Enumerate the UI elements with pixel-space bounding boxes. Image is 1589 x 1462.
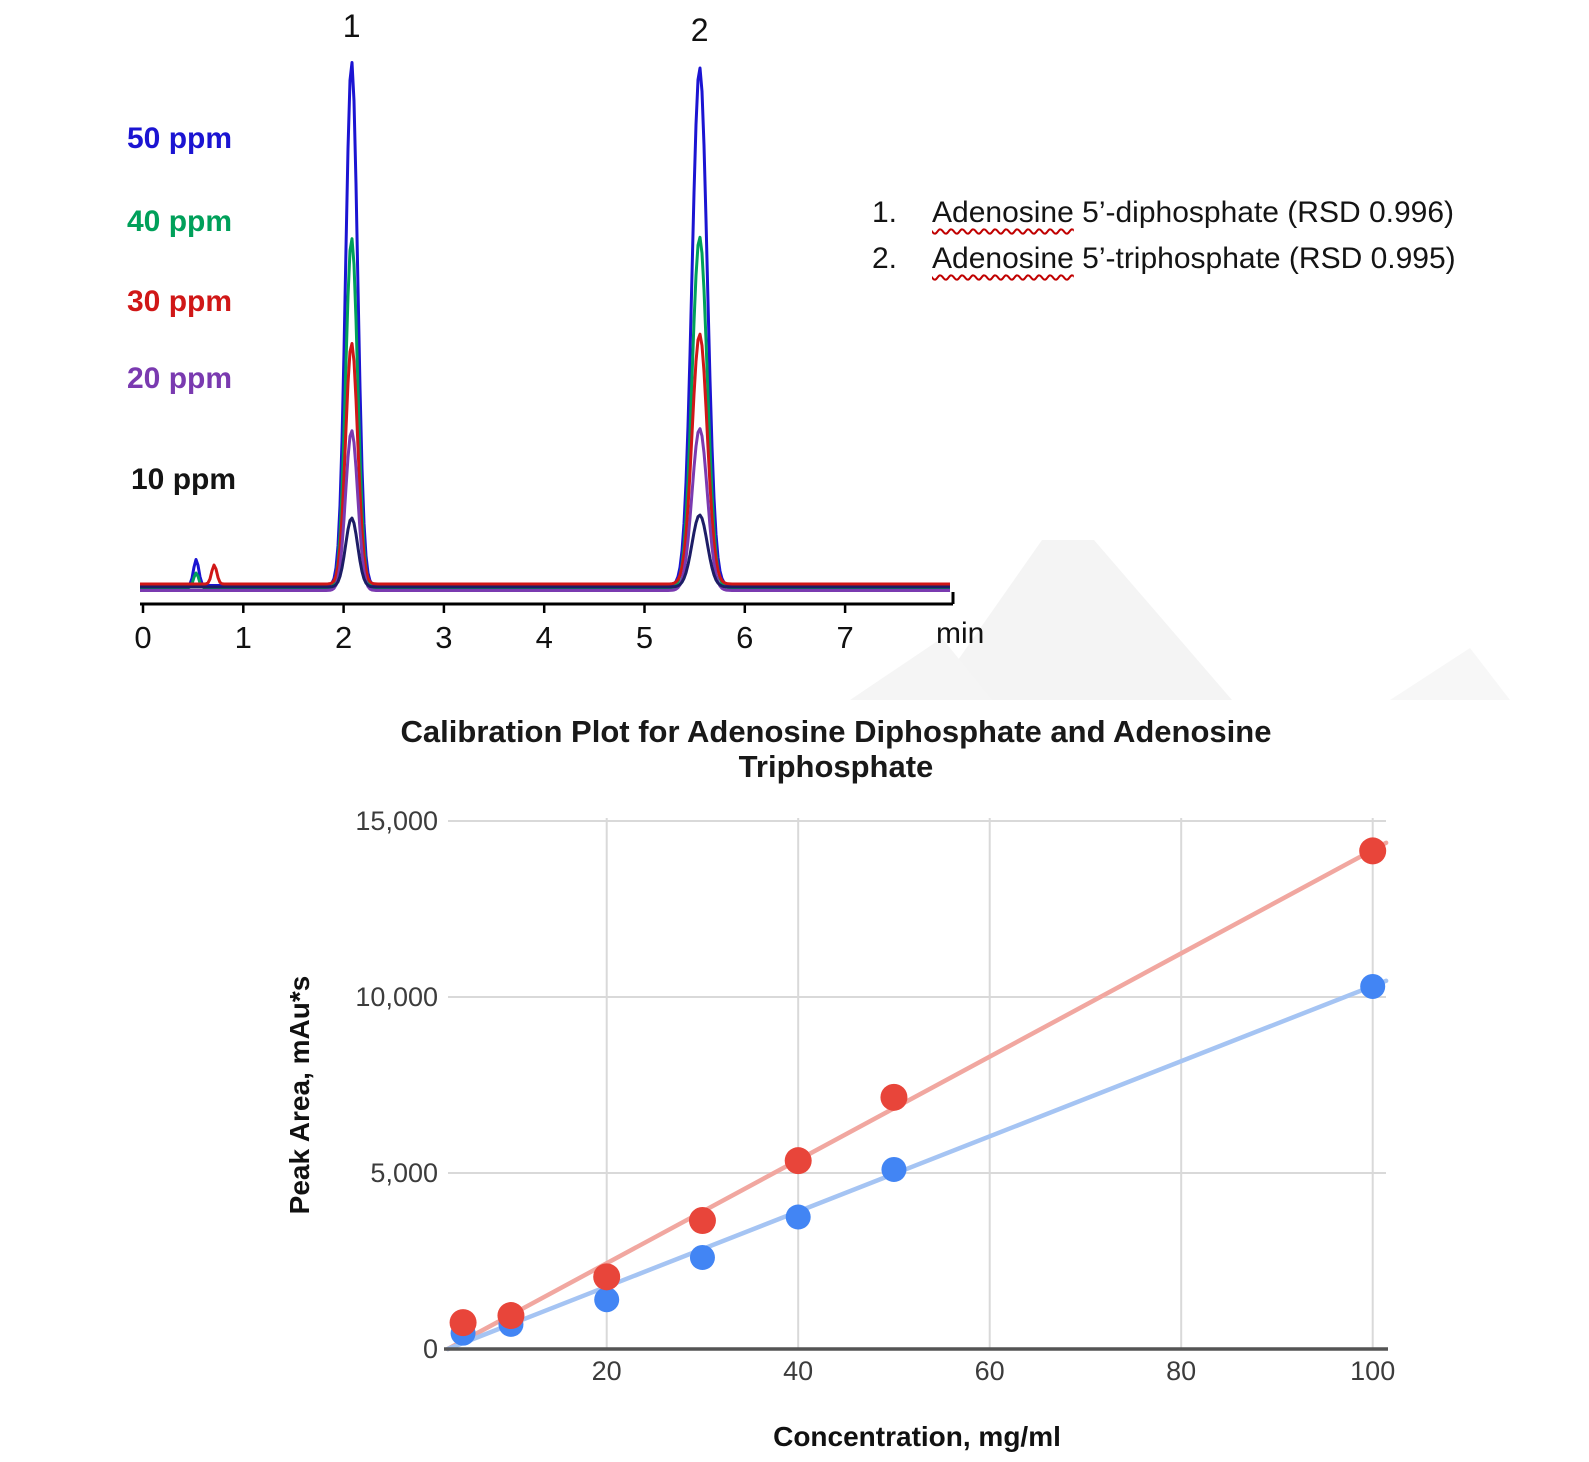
calibration-plot bbox=[444, 818, 1389, 1352]
data-point bbox=[594, 1287, 620, 1313]
points-adenosine-diphosphate bbox=[449, 837, 1387, 1337]
chromatogram-x-axis-unit: min bbox=[936, 617, 985, 650]
legend-row-1: 1. Adenosine 5’-diphosphate (RSD 0.996) bbox=[872, 190, 1456, 236]
calibration-x-tick-40: 40 bbox=[783, 1356, 814, 1386]
calibration-x-tick-20: 20 bbox=[591, 1356, 622, 1386]
chromatogram-x-tick-label: 0 bbox=[134, 620, 152, 655]
watermark-shape bbox=[850, 638, 992, 700]
chromatogram-x-tick-label: 2 bbox=[334, 620, 353, 655]
data-point bbox=[1360, 973, 1386, 999]
chromatogram-x-tick-label: 5 bbox=[635, 620, 654, 655]
concentration-label-40-ppm: 40 ppm bbox=[127, 205, 233, 238]
data-point bbox=[497, 1302, 525, 1330]
legend-row-2: 2. Adenosine 5’-triphosphate (RSD 0.995) bbox=[872, 236, 1456, 282]
trace-30-ppm bbox=[140, 332, 950, 586]
calibration-title-line1: Calibration Plot for Adenosine Diphospha… bbox=[400, 714, 1272, 749]
calibration-y-tick-10000: 10,000 bbox=[355, 982, 438, 1012]
chromatogram-x-tick-label: 1 bbox=[234, 620, 252, 655]
chromatogram-x-tick-label: 3 bbox=[435, 620, 453, 655]
legend-index: 2. bbox=[872, 242, 898, 275]
chromatogram-x-tick-label: 4 bbox=[535, 620, 553, 655]
concentration-label-50-ppm: 50 ppm bbox=[127, 122, 233, 155]
calibration-title: Calibration Plot for Adenosine Diphospha… bbox=[336, 714, 1336, 784]
trace-40-ppm bbox=[140, 235, 950, 590]
chromatogram-x-tick-label: 7 bbox=[836, 620, 854, 655]
legend-index: 1. bbox=[872, 196, 898, 229]
chromatogram-plot bbox=[140, 61, 955, 613]
trace-20-ppm bbox=[140, 427, 950, 592]
data-point bbox=[785, 1204, 811, 1230]
concentration-label-30-ppm: 30 ppm bbox=[127, 285, 233, 318]
data-point bbox=[881, 1156, 907, 1182]
chromatogram-x-tick-label: 6 bbox=[736, 620, 754, 655]
legend-compound: Adenosine bbox=[932, 242, 1074, 275]
trace-10-ppm bbox=[140, 513, 950, 589]
calibration-title-line2: Triphosphate bbox=[738, 749, 934, 784]
peak-legend: 1. Adenosine 5’-diphosphate (RSD 0.996) … bbox=[872, 190, 1456, 282]
points-adenosine-triphosphate bbox=[450, 973, 1386, 1346]
concentration-label-10-ppm: 10 ppm bbox=[131, 463, 237, 496]
calibration-x-axis-title: Concentration, mg/ml bbox=[773, 1421, 1061, 1452]
peak-label-2: 2 bbox=[690, 12, 709, 48]
legend-compound: Adenosine bbox=[932, 196, 1074, 229]
data-point bbox=[784, 1147, 812, 1175]
calibration-y-axis-title: Peak Area, mAu*s bbox=[284, 975, 315, 1215]
watermark bbox=[850, 540, 1510, 700]
calibration-x-tick-100: 100 bbox=[1350, 1356, 1396, 1386]
concentration-label-20-ppm: 20 ppm bbox=[127, 362, 233, 395]
calibration-x-tick-80: 80 bbox=[1166, 1356, 1197, 1386]
data-point bbox=[449, 1309, 477, 1337]
data-point bbox=[689, 1244, 715, 1270]
trace-50-ppm bbox=[140, 61, 950, 587]
calibration-y-tick-5000: 5,000 bbox=[370, 1158, 438, 1188]
data-point bbox=[593, 1263, 621, 1291]
trendline-adenosine-diphosphate bbox=[445, 840, 1389, 1352]
calibration-y-tick-0: 0 bbox=[422, 1334, 438, 1364]
watermark-shape bbox=[1390, 648, 1510, 700]
peak-label-1: 1 bbox=[342, 8, 361, 44]
data-point bbox=[1359, 837, 1387, 865]
watermark-shape bbox=[930, 540, 1232, 700]
legend-text: 5’-diphosphate (RSD 0.996) bbox=[1082, 196, 1455, 229]
data-point bbox=[880, 1083, 908, 1111]
calibration-x-tick-60: 60 bbox=[974, 1356, 1005, 1386]
calibration-y-tick-15000: 15,000 bbox=[355, 806, 438, 836]
legend-text: 5’-triphosphate (RSD 0.995) bbox=[1082, 242, 1456, 275]
trendline-adenosine-triphosphate bbox=[445, 978, 1389, 1352]
data-point bbox=[688, 1207, 716, 1235]
